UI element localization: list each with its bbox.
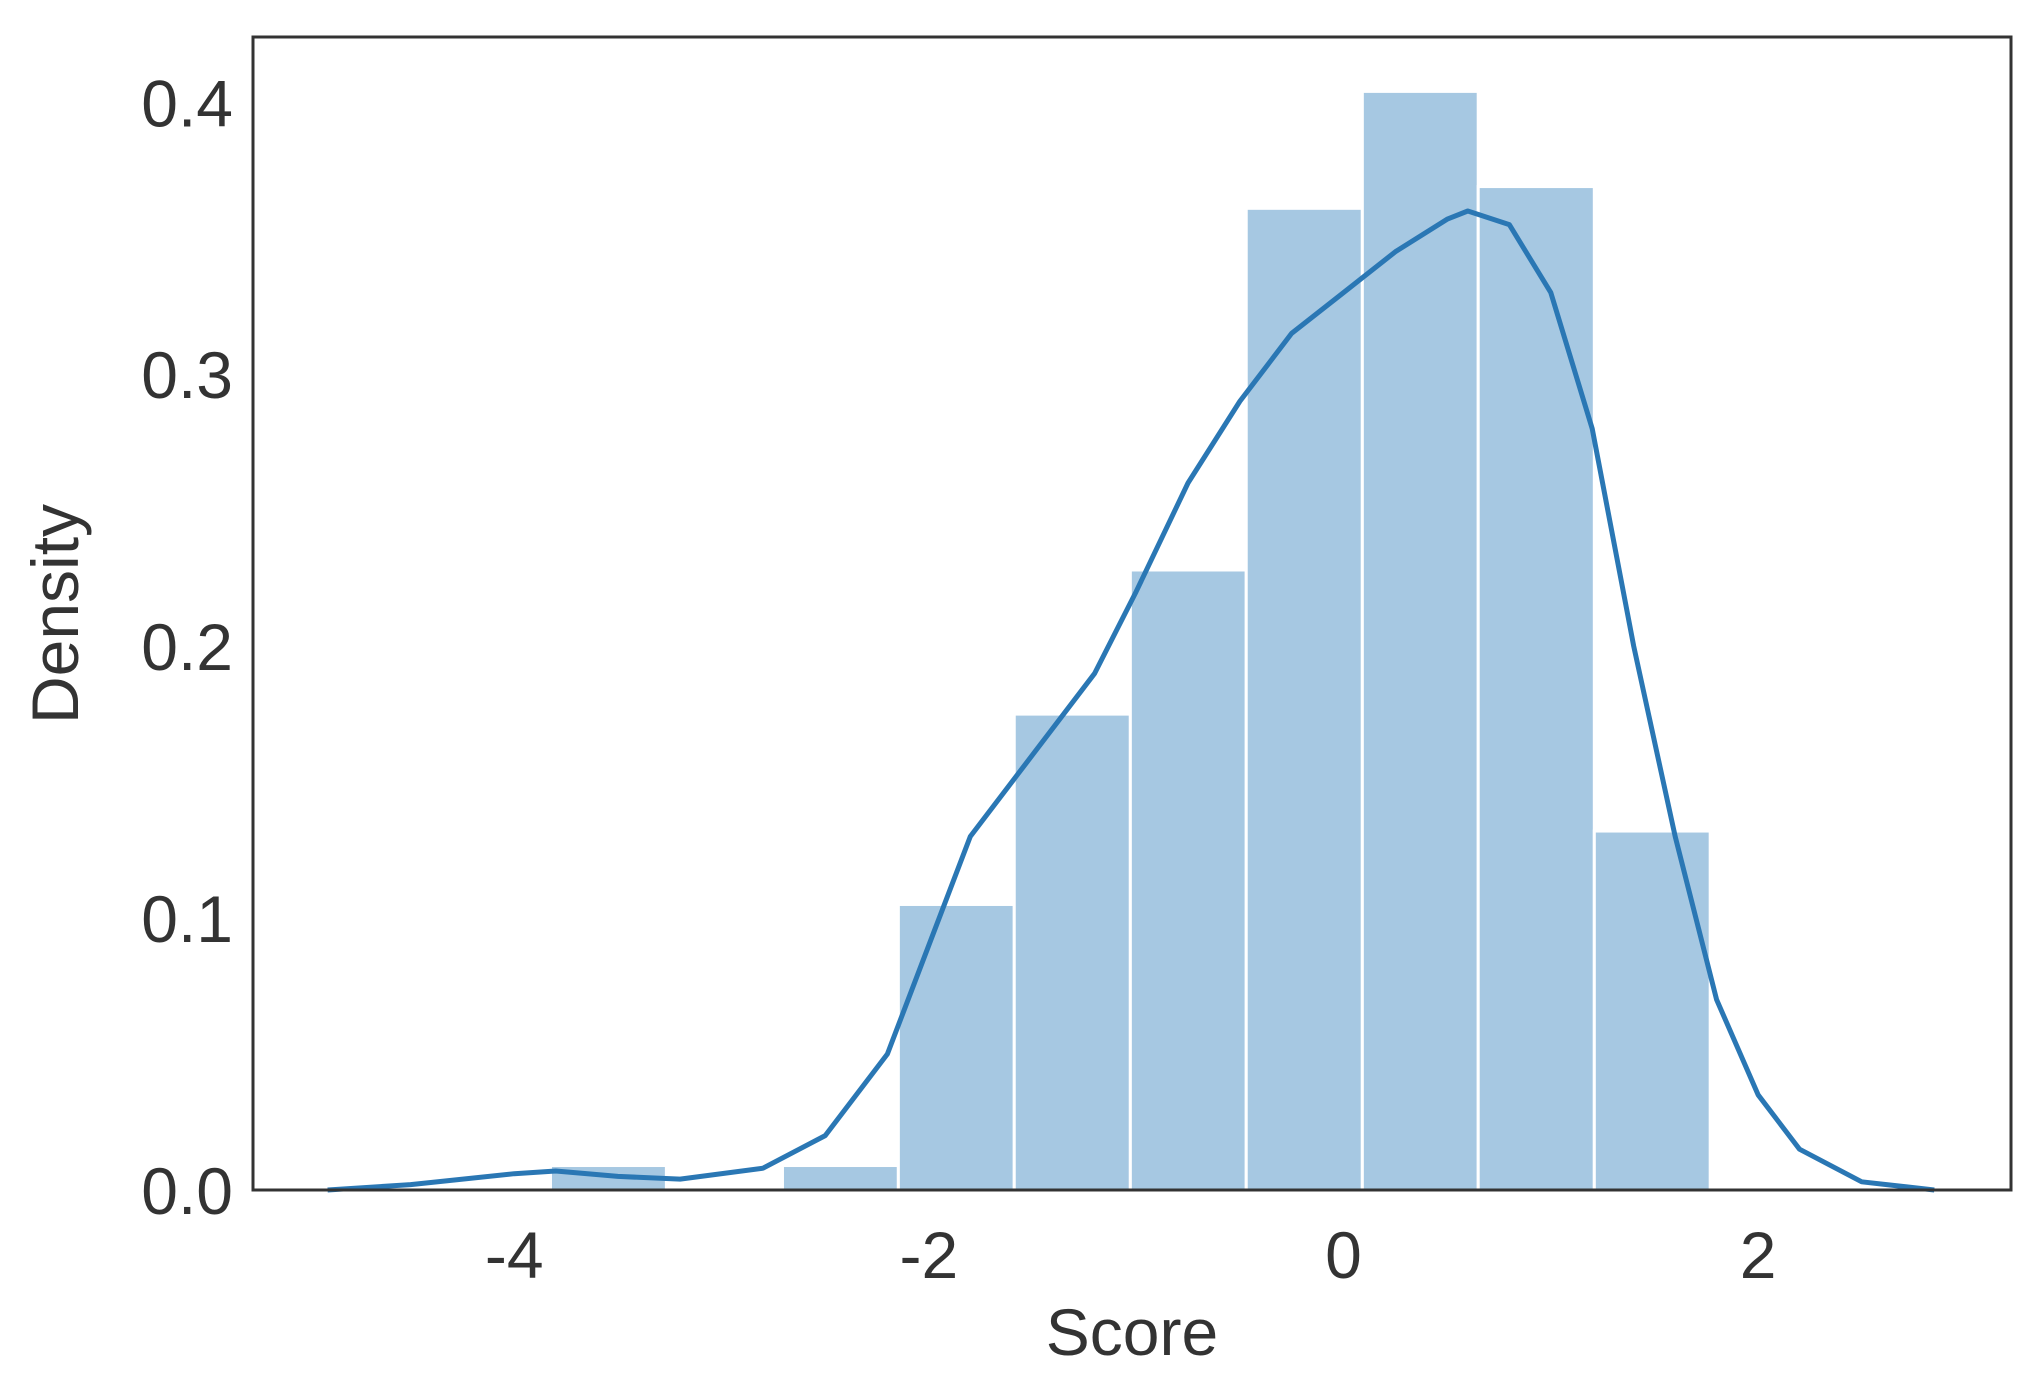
x-axis-label: Score [1046, 1295, 1218, 1369]
histogram-bar [1244, 206, 1364, 1192]
y-tick-label: 0.3 [141, 338, 233, 412]
histogram-bar [1128, 568, 1248, 1192]
histogram-bar [1592, 829, 1712, 1192]
kde-line [327, 208, 1935, 1193]
x-tick-label: 0 [1325, 1218, 1362, 1292]
x-tick-label: -4 [485, 1218, 544, 1292]
plot-area [327, 89, 1935, 1193]
x-tick-label: -2 [899, 1218, 958, 1292]
y-axis-label: Density [18, 504, 92, 724]
y-tick-label: 0.4 [141, 66, 233, 140]
x-tick-label: 2 [1740, 1218, 1777, 1292]
histogram-bar [1012, 712, 1132, 1192]
histogram-bar [1360, 89, 1480, 1192]
axes-frame [251, 35, 2013, 1192]
histogram-bar [1476, 185, 1596, 1192]
y-tick-label: 0.1 [141, 882, 233, 956]
histogram-bar [780, 1164, 900, 1192]
histogram-bar [896, 902, 1016, 1192]
y-tick-label: 0.0 [141, 1154, 233, 1228]
y-tick-label: 0.2 [141, 610, 233, 684]
